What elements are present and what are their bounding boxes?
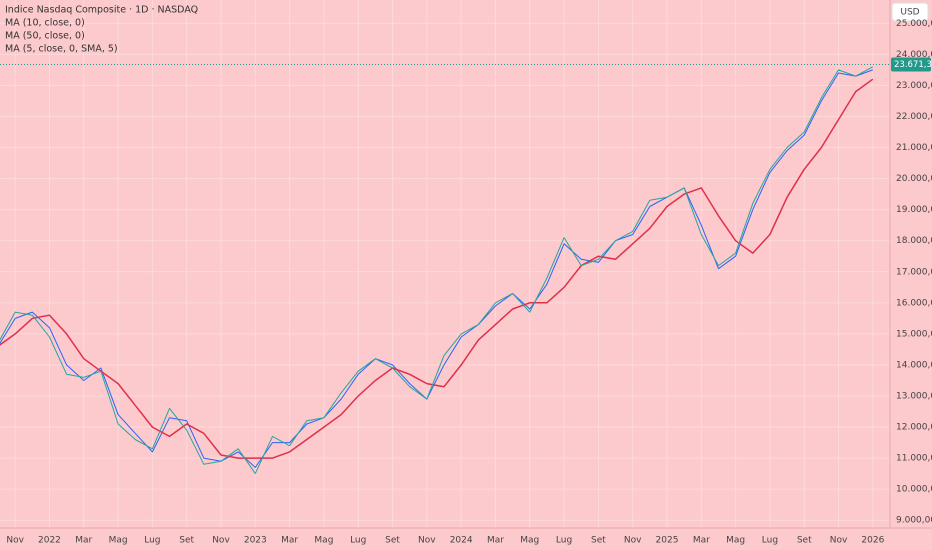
y-tick-label: 14.000,00 bbox=[896, 360, 932, 370]
x-tick-label: Mag bbox=[314, 536, 333, 546]
x-tick-label: Nov bbox=[212, 536, 230, 546]
x-tick-label: Mag bbox=[109, 536, 128, 546]
y-tick-label: 20.000,00 bbox=[896, 174, 932, 184]
chart-title: Indice Nasdaq Composite · 1D · NASDAQ bbox=[5, 5, 198, 16]
currency[interactable]: USD bbox=[900, 8, 919, 18]
y-tick-label: 19.000,00 bbox=[896, 205, 932, 215]
y-tick-label: 21.000,00 bbox=[896, 143, 932, 153]
y-tick-label: 11.000,00 bbox=[896, 454, 932, 464]
x-tick-label: Lug bbox=[556, 536, 572, 546]
plot bbox=[0, 64, 890, 475]
series-line bbox=[0, 66, 874, 475]
x-tick-label: 2023 bbox=[244, 536, 267, 546]
y-tick-label: 15.000,00 bbox=[896, 329, 932, 339]
x-tick-label: Mag bbox=[520, 536, 539, 546]
series-line bbox=[0, 78, 874, 459]
x-tick-label: Set bbox=[797, 536, 812, 546]
y-tick-label: 25.000,00 bbox=[896, 19, 932, 29]
y-tick-label: 13.000,00 bbox=[896, 392, 932, 402]
y-tick-label: 10.000,00 bbox=[896, 485, 932, 495]
x-tick-label: Set bbox=[385, 536, 400, 546]
x-tick-label: 2022 bbox=[38, 536, 61, 546]
currency-box[interactable] bbox=[891, 2, 929, 22]
legend-entry: MA (5, close, 0, SMA, 5) bbox=[5, 44, 118, 55]
y-tick-label: 9.000,00 bbox=[896, 516, 932, 526]
x-tick-label: Nov bbox=[6, 536, 24, 546]
x-tick-label: Mar bbox=[281, 536, 298, 546]
y-tick-label: 23.000,00 bbox=[896, 81, 932, 91]
y-tick-label: 22.000,00 bbox=[896, 112, 932, 122]
y-tick-label: 12.000,00 bbox=[896, 423, 932, 433]
y-tick-label: 18.000,00 bbox=[896, 236, 932, 246]
x-tick-label: Lug bbox=[144, 536, 160, 546]
x-tick-label: Mar bbox=[693, 536, 710, 546]
current-price-label: 23.671,35 bbox=[894, 60, 932, 70]
x-tick-label: 2025 bbox=[656, 536, 679, 546]
x-tick-label: Mag bbox=[726, 536, 745, 546]
x-tick-label: Nov bbox=[624, 536, 642, 546]
y-tick-label: 24.000,00 bbox=[896, 50, 932, 60]
x-tick-label: Nov bbox=[830, 536, 848, 546]
series-line bbox=[0, 69, 873, 468]
x-tick-label: Set bbox=[179, 536, 194, 546]
x-tick-label: Mar bbox=[487, 536, 504, 546]
current-price-box bbox=[891, 57, 931, 72]
x-tick-label: 2024 bbox=[450, 536, 473, 546]
legend-entry: MA (50, close, 0) bbox=[5, 31, 85, 42]
y-tick-label: 17.000,00 bbox=[896, 267, 932, 277]
x-tick-label: Lug bbox=[762, 536, 778, 546]
y-tick-label: 16.000,00 bbox=[896, 298, 932, 308]
x-tick-label: 2026 bbox=[861, 536, 884, 546]
grid bbox=[0, 0, 890, 528]
legend-entry: MA (10, close, 0) bbox=[5, 18, 85, 29]
x-tick-label: Lug bbox=[350, 536, 366, 546]
x-tick-label: Set bbox=[591, 536, 606, 546]
x-tick-label: Mar bbox=[75, 536, 92, 546]
x-tick-label: Nov bbox=[418, 536, 436, 546]
